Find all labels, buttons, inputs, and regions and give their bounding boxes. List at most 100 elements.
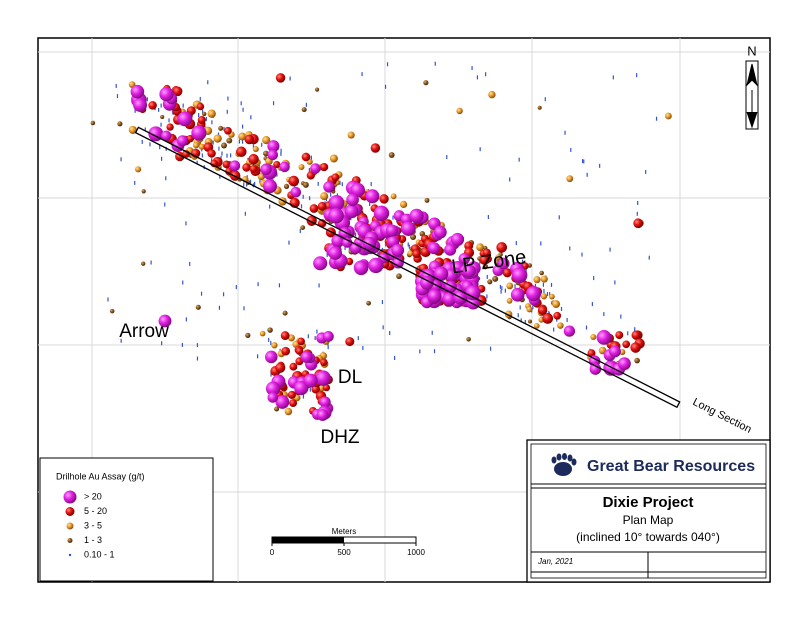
drillhole-trace [316, 329, 318, 334]
drillhole-assay [347, 131, 355, 139]
drillhole-trace [327, 345, 329, 350]
drillhole-trace [434, 61, 436, 66]
drillhole-trace [392, 215, 394, 220]
drillhole-trace [485, 72, 487, 77]
drillhole-assay [465, 285, 481, 301]
drillhole-assay [263, 150, 269, 157]
drillhole-assay [252, 146, 259, 153]
drillhole-assay [350, 182, 365, 198]
scale-label: Meters [332, 527, 356, 536]
drillhole-trace [566, 317, 568, 322]
drillhole-assay [409, 208, 424, 224]
drillhole-assay [373, 205, 390, 222]
drillhole-assay [331, 173, 340, 182]
drillhole-trace [212, 140, 214, 145]
drillhole-trace [487, 215, 489, 220]
drillhole-trace [196, 356, 199, 361]
north-arrow-symbol [746, 63, 758, 129]
drillhole-trace [636, 73, 638, 78]
drillhole-trace [525, 268, 527, 273]
drillhole-assay [262, 179, 278, 194]
drillhole-trace [570, 147, 572, 152]
drillhole-trace [348, 246, 350, 251]
drillhole-assay [495, 254, 501, 261]
drillhole-trace [446, 155, 448, 160]
drillhole-trace [636, 211, 638, 216]
drillhole-assay [275, 73, 286, 83]
drillhole-trace [160, 122, 162, 127]
drillhole-assay [238, 132, 247, 141]
drillhole-trace [517, 313, 519, 318]
drillhole-trace [261, 142, 263, 147]
drillhole-trace [198, 113, 200, 118]
drillhole-assay [201, 111, 207, 117]
drillhole-assay [323, 331, 334, 342]
drillhole-assay [301, 152, 311, 162]
drillhole-trace [227, 96, 229, 101]
drillhole-assay [488, 90, 496, 99]
drillhole-assay [274, 406, 280, 412]
drillhole-trace [369, 202, 371, 207]
drillhole-trace [645, 169, 647, 174]
drillhole-assay [540, 275, 548, 283]
drillhole-assay [496, 242, 508, 253]
drillhole-assay [282, 310, 288, 316]
drillhole-assay [248, 153, 259, 165]
drillhole-trace [305, 102, 307, 107]
drillhole-assay [224, 126, 232, 135]
drillhole-trace [310, 155, 312, 160]
drillhole-assay [633, 218, 644, 229]
drillhole-assay [566, 175, 574, 183]
drillhole-trace [609, 247, 611, 252]
drillhole-trace [355, 232, 357, 237]
drillhole-assay [275, 395, 290, 409]
drillhole-trace [361, 72, 363, 77]
drillhole-assay [487, 279, 493, 285]
drillhole-trace [581, 159, 584, 164]
drillhole-trace [341, 182, 343, 187]
drillhole-assay [396, 273, 402, 280]
drillhole-trace [307, 334, 309, 339]
drillhole-trace [389, 331, 391, 336]
drillhole-assay [634, 357, 640, 364]
drillhole-assay [302, 181, 309, 188]
drillhole-assay [345, 257, 354, 266]
drillhole-trace [278, 283, 281, 288]
drillhole-trace [486, 294, 488, 299]
drillhole-trace [443, 248, 445, 253]
legend-label: 1 - 3 [84, 535, 102, 545]
drillhole-assay [526, 306, 533, 313]
drillhole-trace [115, 83, 117, 88]
drillhole-trace [276, 172, 278, 177]
drillhole-assay [311, 384, 320, 394]
drillhole-assay [328, 207, 344, 224]
drillhole-trace [471, 66, 473, 71]
drillhole-trace [431, 330, 433, 335]
long-section-bar [134, 126, 681, 409]
drillhole-assay [433, 225, 447, 239]
drillhole-trace [168, 118, 170, 123]
drillhole-assay [444, 243, 457, 256]
drillhole-assay [510, 287, 525, 302]
drillhole-assay [310, 163, 321, 174]
map-note: (inclined 10° towards 040°) [576, 530, 720, 544]
drillhole-assay [479, 254, 490, 265]
legend-label: 5 - 20 [84, 506, 107, 516]
drillhole-trace [272, 101, 275, 106]
drillhole-trace [196, 343, 199, 348]
drillhole-assay [322, 383, 331, 392]
drillhole-assay [341, 237, 353, 248]
scale-tick-label: 500 [337, 548, 351, 557]
legend-symbol [68, 553, 72, 557]
drillhole-trace [560, 306, 563, 311]
drillhole-trace [219, 174, 221, 179]
drillhole-assay [557, 322, 564, 329]
drillhole-trace [407, 242, 409, 247]
drillhole-assay [279, 161, 290, 173]
legend: Drilhole Au Assay (g/t) > 20 5 - 20 3 - 5 1… [39, 457, 214, 582]
paw-toe [562, 453, 567, 460]
drillhole-assay [226, 137, 233, 144]
drillhole-assay [166, 123, 174, 131]
drillhole-trace [620, 314, 622, 319]
